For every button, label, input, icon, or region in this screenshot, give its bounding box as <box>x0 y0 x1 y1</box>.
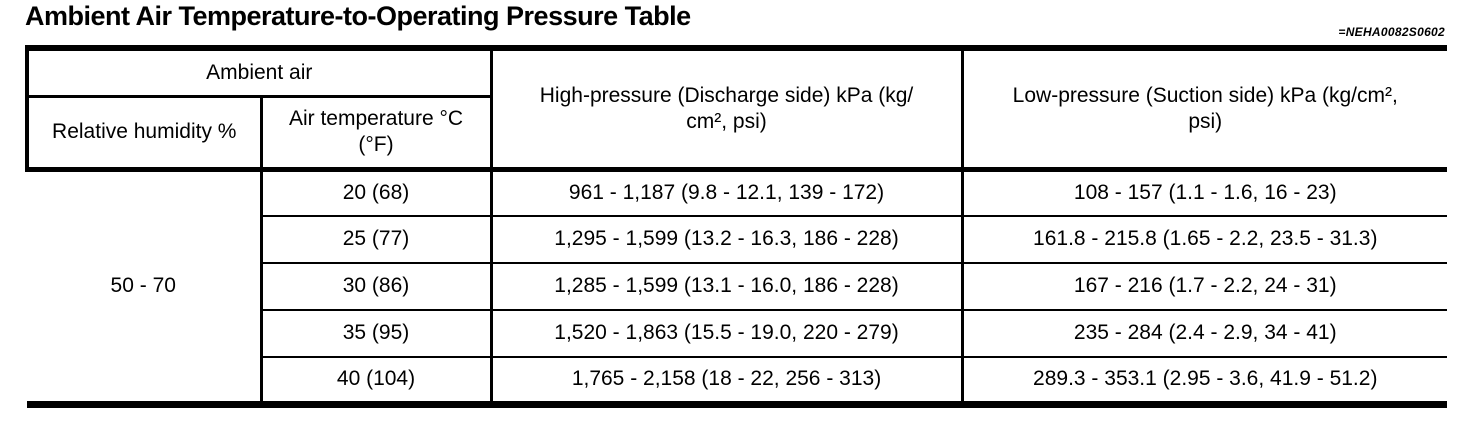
header-air-temperature: Air temperature °C (°F) <box>261 96 493 172</box>
cell-low-pressure: 289.3 - 353.1 (2.95 - 3.6, 41.9 - 51.2) <box>1033 367 1378 391</box>
header-ambient-air: Ambient air <box>25 48 493 98</box>
cell-air-temp: 30 (86) <box>261 263 493 311</box>
pressure-table: Ambient air High-pressure (Discharge sid… <box>25 45 1447 408</box>
cell-high-pressure: 1,285 - 1,599 (13.1 - 16.0, 186 - 228) <box>491 263 964 311</box>
table-row: 25 (77) 1,295 - 1,599 (13.2 - 16.3, 186 … <box>27 216 1447 264</box>
cell-air-temp: 20 (68) <box>261 169 493 217</box>
cell-low-pressure: 235 - 284 (2.4 - 2.9, 34 - 41) <box>962 310 1447 358</box>
cell-high-pressure: 1,295 - 1,599 (13.2 - 16.3, 186 - 228) <box>491 216 964 264</box>
cell-low-pressure: 161.8 - 215.8 (1.65 - 2.2, 23.5 - 31.3) <box>962 216 1447 264</box>
cell-high-pressure: 1,765 - 2,158 (18 - 22, 256 - 313) <box>491 357 964 404</box>
cell-relative-humidity: 50 - 70 <box>27 169 263 404</box>
table-row: 50 - 70 20 (68) 961 - 1,187 (9.8 - 12.1,… <box>27 169 1447 404</box>
header-relative-humidity: Relative humidity % <box>25 96 263 172</box>
header-low-pressure: Low-pressure (Suction side) kPa (kg/cm²,… <box>962 48 1447 172</box>
cell-low-pressure: 167 - 216 (1.7 - 2.2, 24 - 31) <box>962 263 1447 311</box>
cell-high-pressure: 961 - 1,187 (9.8 - 12.1, 139 - 172) <box>491 169 964 217</box>
cell-high-pressure: 1,520 - 1,863 (15.5 - 19.0, 220 - 279) <box>491 310 964 358</box>
header-high-pressure: High-pressure (Discharge side) kPa (kg/ … <box>491 48 964 172</box>
cell-air-temp: 40 (104) <box>261 357 493 404</box>
page-title: Ambient Air Temperature-to-Operating Pre… <box>25 1 691 31</box>
reference-code: =NEHA0082S0602 <box>1338 25 1445 39</box>
cell-low-pressure: 108 - 157 (1.1 - 1.6, 16 - 23) <box>962 169 1447 217</box>
header-row-sub: Relative humidity % Air temperature °C (… <box>25 96 1447 172</box>
cell-air-temp: 35 (95) <box>261 310 493 358</box>
table-row: 40 (104) 1,765 - 2,158 (18 - 22, 256 - 3… <box>27 357 1447 404</box>
table-row: 30 (86) 1,285 - 1,599 (13.1 - 16.0, 186 … <box>27 263 1447 311</box>
cell-air-temp: 25 (77) <box>261 216 493 264</box>
header-row-ambient: Ambient air High-pressure (Discharge sid… <box>25 48 1447 172</box>
table-row: 35 (95) 1,520 - 1,863 (15.5 - 19.0, 220 … <box>27 310 1447 358</box>
